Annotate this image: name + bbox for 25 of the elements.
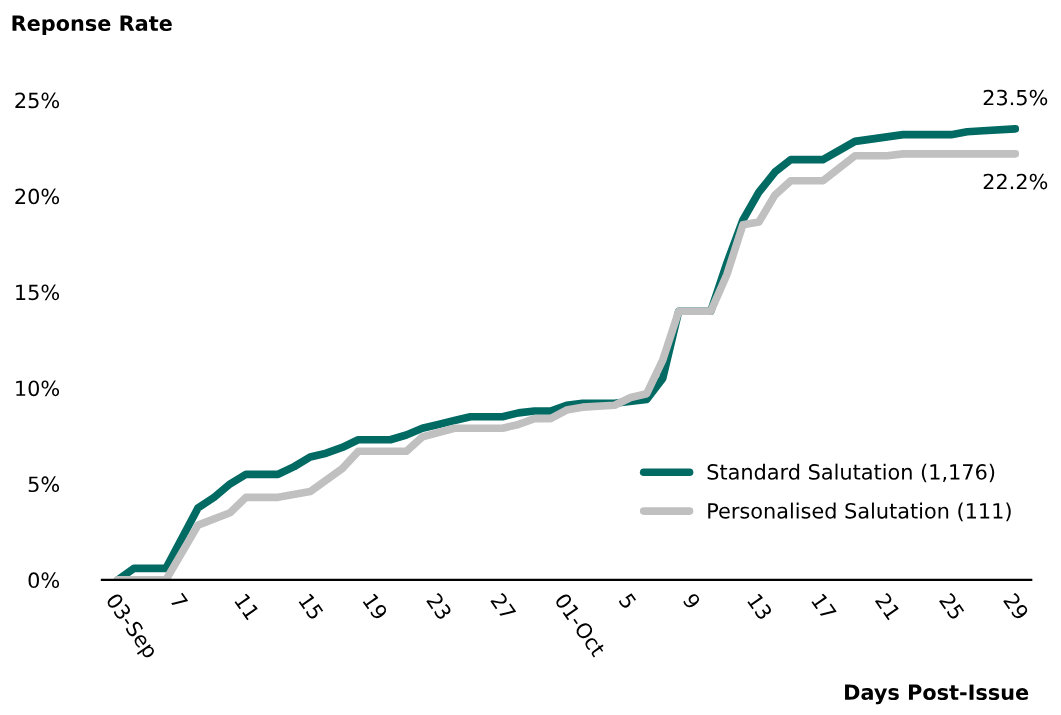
x-tick-label: 17 (811, 593, 837, 621)
x-tick-label: 9 (682, 592, 702, 610)
y-tick-label: 15% (16, 284, 60, 301)
x-tick-label: 19 (362, 593, 389, 621)
y-tick-label: 20% (15, 188, 60, 205)
annotation: 23.5% (983, 89, 1048, 106)
x-tick-label: 13 (746, 593, 773, 621)
y-axis-title: Reponse Rate (12, 15, 172, 36)
x-tick-label: 15 (298, 593, 324, 621)
x-tick-label: 27 (490, 592, 517, 621)
x-tick-label: 23 (426, 592, 453, 621)
x-tick-label: 29 (1002, 592, 1030, 621)
x-tick-label: 7 (169, 592, 189, 610)
x-tick-label: 21 (874, 592, 901, 621)
y-tick-label: 10% (16, 380, 60, 397)
x-tick-label: 25 (938, 592, 966, 621)
x-tick-label: 11 (234, 593, 260, 621)
x-tick-label: 5 (618, 592, 637, 610)
x-axis-title: Days Post-Issue (845, 684, 1029, 705)
y-tick-label: 25% (15, 92, 60, 109)
y-tick-label: 0% (28, 572, 60, 589)
y-tick-label: 5% (28, 476, 60, 493)
annotation: 22.2% (983, 173, 1048, 190)
legend-label: Personalised Salutation (111) (708, 502, 1011, 522)
legend-label: Standard Salutation (1,176) (707, 463, 995, 483)
